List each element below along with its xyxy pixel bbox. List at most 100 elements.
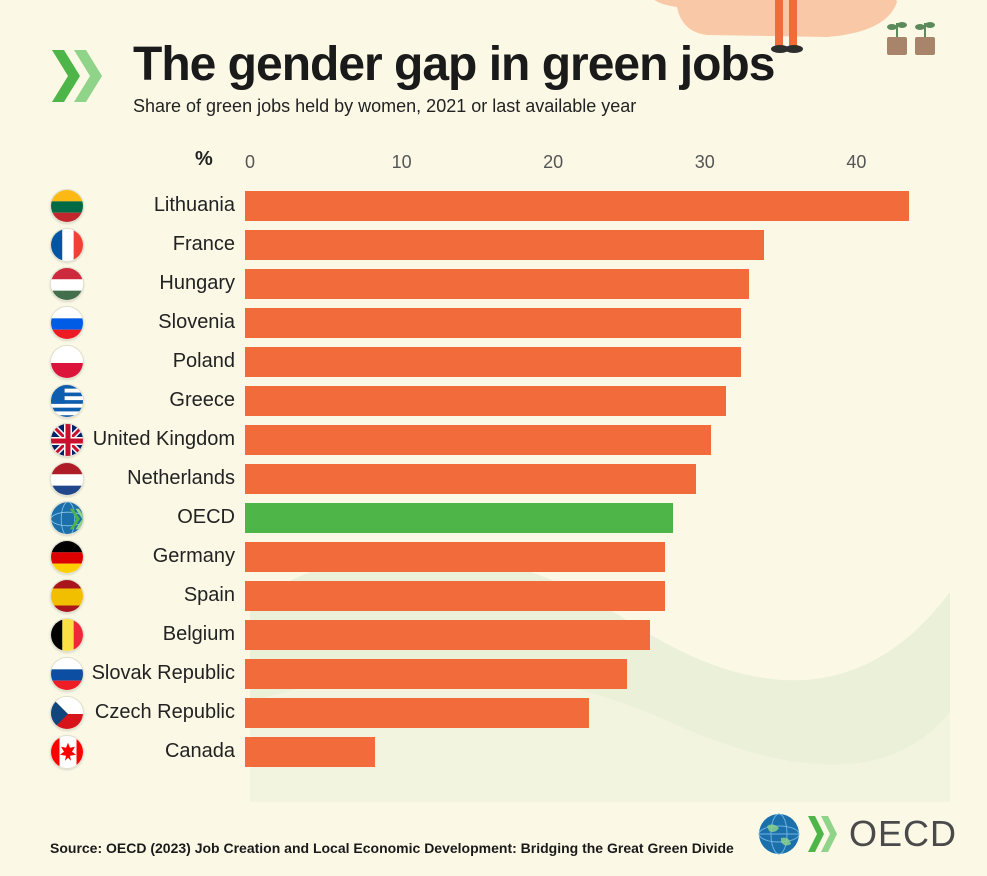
flag-slot <box>40 618 84 652</box>
bar-track <box>245 737 917 767</box>
flag-icon <box>50 579 84 613</box>
flag-slot <box>40 696 84 730</box>
flag-icon <box>50 306 84 340</box>
flag-slot <box>40 384 84 418</box>
chart-row: Slovak Republic <box>40 655 917 692</box>
chart-row: Netherlands <box>40 460 917 497</box>
chart-row: France <box>40 226 917 263</box>
bar-track <box>245 698 917 728</box>
flag-icon <box>50 228 84 262</box>
bar <box>245 698 589 728</box>
eco-illustration: O₂ <box>617 0 937 77</box>
bar-track <box>245 425 917 455</box>
bar-track <box>245 659 917 689</box>
flag-slot <box>40 267 84 301</box>
chart-row: Spain <box>40 577 917 614</box>
country-label: Spain <box>90 584 245 607</box>
bar <box>245 464 696 494</box>
flag-icon <box>50 501 84 535</box>
country-label: France <box>90 233 245 256</box>
chart-row: Slovenia <box>40 304 917 341</box>
bar-track <box>245 581 917 611</box>
bar <box>245 347 741 377</box>
country-label: Hungary <box>90 272 245 295</box>
flag-icon <box>50 189 84 223</box>
bar <box>245 386 726 416</box>
flag-icon <box>50 345 84 379</box>
chart-row: Greece <box>40 382 917 419</box>
chart-row: OECD <box>40 499 917 536</box>
country-label: Poland <box>90 350 245 373</box>
flag-icon <box>50 423 84 457</box>
flag-slot <box>40 228 84 262</box>
flag-slot <box>40 579 84 613</box>
chart-row: United Kingdom <box>40 421 917 458</box>
country-label: Slovenia <box>90 311 245 334</box>
flag-icon <box>50 540 84 574</box>
flag-icon <box>50 657 84 691</box>
country-label: Belgium <box>90 623 245 646</box>
flag-icon <box>50 696 84 730</box>
flag-slot <box>40 540 84 574</box>
bar-track <box>245 386 917 416</box>
page-subtitle: Share of green jobs held by women, 2021 … <box>133 96 937 117</box>
oecd-chevrons-icon <box>50 48 118 104</box>
bar <box>245 542 665 572</box>
x-tick: 40 <box>846 152 866 173</box>
chart-row: Germany <box>40 538 917 575</box>
flag-icon <box>50 735 84 769</box>
footer: Source: OECD (2023) Job Creation and Loc… <box>50 812 957 856</box>
chart-row: Czech Republic <box>40 694 917 731</box>
oecd-logo: OECD <box>757 812 957 856</box>
bar <box>245 503 673 533</box>
country-label: Greece <box>90 389 245 412</box>
chevrons-icon <box>807 814 843 854</box>
chart-row: Belgium <box>40 616 917 653</box>
chart-row: Hungary <box>40 265 917 302</box>
flag-icon <box>50 267 84 301</box>
flag-icon <box>50 384 84 418</box>
flag-slot <box>40 735 84 769</box>
chart-row: Canada <box>40 733 917 770</box>
x-axis: 010203040 <box>250 152 917 172</box>
country-label: United Kingdom <box>90 428 245 451</box>
country-label: OECD <box>90 506 245 529</box>
flag-icon <box>50 618 84 652</box>
source-text: Source: OECD (2023) Job Creation and Loc… <box>50 840 734 856</box>
bar <box>245 269 749 299</box>
bar-track <box>245 542 917 572</box>
bar <box>245 659 627 689</box>
percent-label: % <box>195 148 213 171</box>
bar <box>245 581 665 611</box>
oecd-logo-text: OECD <box>849 813 957 855</box>
bar <box>245 191 909 221</box>
bar-track <box>245 620 917 650</box>
country-label: Germany <box>90 545 245 568</box>
flag-slot <box>40 501 84 535</box>
bar-track <box>245 503 917 533</box>
flag-slot <box>40 657 84 691</box>
bar <box>245 620 650 650</box>
chart-row: Poland <box>40 343 917 380</box>
flag-slot <box>40 423 84 457</box>
flag-slot <box>40 189 84 223</box>
country-label: Netherlands <box>90 467 245 490</box>
bar-track <box>245 347 917 377</box>
bar-track <box>245 269 917 299</box>
x-tick: 10 <box>392 152 412 173</box>
x-tick: 30 <box>695 152 715 173</box>
country-label: Lithuania <box>90 194 245 217</box>
bar <box>245 308 741 338</box>
bar-track <box>245 230 917 260</box>
bar <box>245 425 711 455</box>
chart-row: Lithuania <box>40 187 917 224</box>
bar <box>245 737 375 767</box>
flag-slot <box>40 345 84 379</box>
bar <box>245 230 764 260</box>
country-label: Canada <box>90 740 245 763</box>
bar-track <box>245 308 917 338</box>
flag-slot <box>40 462 84 496</box>
globe-icon <box>757 812 801 856</box>
country-label: Czech Republic <box>90 701 245 724</box>
x-tick: 20 <box>543 152 563 173</box>
